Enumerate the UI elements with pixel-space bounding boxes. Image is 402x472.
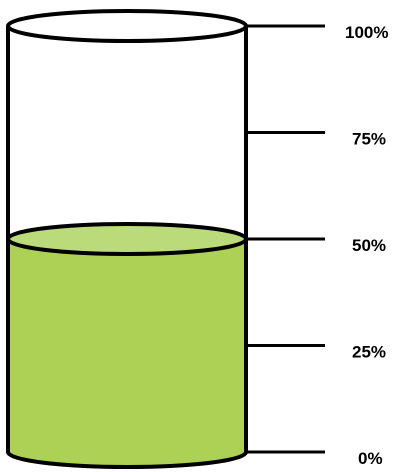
tick-label-25: 25%	[352, 343, 386, 362]
liquid-surface	[6, 222, 248, 256]
tick-label-50: 50%	[352, 236, 386, 255]
scale-ticks: 100% 75% 50% 25% 0%	[246, 23, 388, 468]
liquid-fill	[6, 237, 248, 469]
tube-rim	[6, 9, 248, 43]
tick-label-75: 75%	[352, 130, 386, 149]
tick-label-0: 0%	[358, 449, 383, 468]
tick-label-100: 100%	[345, 23, 388, 42]
